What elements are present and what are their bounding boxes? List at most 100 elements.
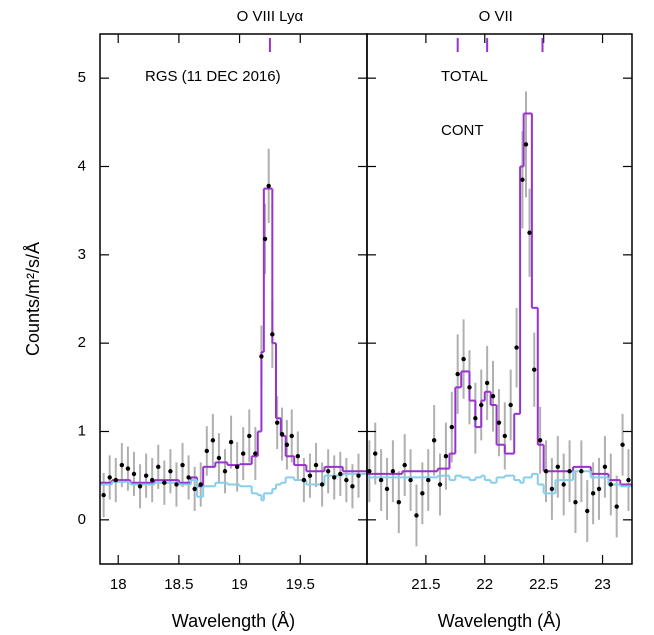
data-point <box>532 367 537 372</box>
data-point <box>174 482 179 487</box>
data-point <box>626 477 631 483</box>
x-tick-label: 22.5 <box>529 576 558 593</box>
data-point <box>614 504 619 509</box>
data-point <box>373 451 378 456</box>
data-point <box>262 236 268 242</box>
panel-frame <box>366 33 633 565</box>
data-point <box>284 442 290 447</box>
data-point <box>585 508 590 514</box>
data-point <box>319 482 325 487</box>
data-point <box>543 469 549 474</box>
data-point <box>228 439 234 445</box>
data-point <box>253 451 258 456</box>
data-point <box>437 482 443 487</box>
data-point <box>508 402 513 408</box>
data-point <box>247 433 252 439</box>
data-point <box>367 469 372 474</box>
data-point <box>467 385 472 390</box>
line-label: O VIII Lyα <box>237 8 304 25</box>
data-point <box>204 448 209 454</box>
data-point <box>234 464 240 470</box>
data-point <box>162 480 167 485</box>
line-label: O VII <box>479 8 513 25</box>
data-point <box>143 473 149 478</box>
data-point <box>350 484 355 489</box>
data-point <box>461 356 466 362</box>
annotation: RGS (11 DEC 2016) <box>145 68 281 85</box>
plot-area <box>367 91 632 547</box>
data-point <box>222 469 228 474</box>
data-point <box>402 462 407 468</box>
data-point <box>156 464 161 470</box>
x-tick-label: 19.5 <box>286 576 315 593</box>
data-point <box>266 183 271 189</box>
y-tick-label: 0 <box>78 511 86 528</box>
y-tick-label: 4 <box>78 157 86 174</box>
data-point <box>537 438 543 443</box>
data-point <box>549 486 555 492</box>
x-axis-label: Wavelength (Å) <box>438 611 561 631</box>
data-point <box>608 482 613 487</box>
data-point <box>274 420 280 425</box>
data-point <box>289 433 294 439</box>
data-point <box>420 491 425 496</box>
data-point <box>356 473 361 478</box>
data-point <box>378 477 384 483</box>
x-axis-label: Wavelength (Å) <box>172 611 295 631</box>
data-point <box>168 469 173 474</box>
data-point <box>455 371 460 377</box>
y-tick-label: 2 <box>78 334 86 351</box>
data-point <box>270 332 275 337</box>
data-point <box>479 402 484 408</box>
data-point <box>101 492 106 498</box>
data-point <box>192 486 197 492</box>
y-tick-label: 1 <box>78 422 86 439</box>
x-tick-label: 18 <box>110 576 127 593</box>
data-point <box>332 475 337 480</box>
data-point <box>431 438 437 443</box>
data-point <box>198 482 203 487</box>
data-point <box>241 451 246 456</box>
data-point <box>426 477 431 483</box>
data-point <box>338 471 343 477</box>
data-point <box>414 513 419 518</box>
data-point <box>590 491 596 496</box>
legend-label: TOTAL <box>441 68 488 85</box>
data-point <box>137 484 143 489</box>
data-point <box>602 464 608 470</box>
data-point <box>514 345 519 350</box>
data-point <box>279 431 285 437</box>
data-point <box>620 442 625 447</box>
data-point <box>443 454 449 459</box>
data-point <box>484 380 490 386</box>
plot-area <box>100 148 367 518</box>
data-point <box>390 469 396 474</box>
data-point <box>520 177 525 182</box>
data-point <box>384 486 390 492</box>
x-tick-label: 22 <box>476 576 493 593</box>
data-point <box>502 433 507 439</box>
data-point <box>579 469 584 474</box>
data-point <box>490 393 496 399</box>
data-point <box>325 469 331 474</box>
data-point <box>313 462 319 468</box>
data-point <box>125 466 131 471</box>
data-point <box>131 471 137 477</box>
data-point <box>561 482 566 487</box>
data-point <box>259 354 264 359</box>
data-point <box>344 477 349 483</box>
data-point <box>149 477 155 483</box>
data-point <box>573 499 578 505</box>
data-point <box>186 475 191 480</box>
data-point <box>567 469 572 474</box>
data-point <box>596 486 602 492</box>
data-point <box>496 420 502 425</box>
x-tick-label: 21.5 <box>411 576 440 593</box>
x-tick-label: 18.5 <box>164 576 193 593</box>
y-tick-label: 5 <box>78 69 86 86</box>
data-point <box>527 230 532 235</box>
data-point <box>113 477 118 483</box>
data-point <box>555 464 560 470</box>
x-tick-label: 19 <box>231 576 248 593</box>
